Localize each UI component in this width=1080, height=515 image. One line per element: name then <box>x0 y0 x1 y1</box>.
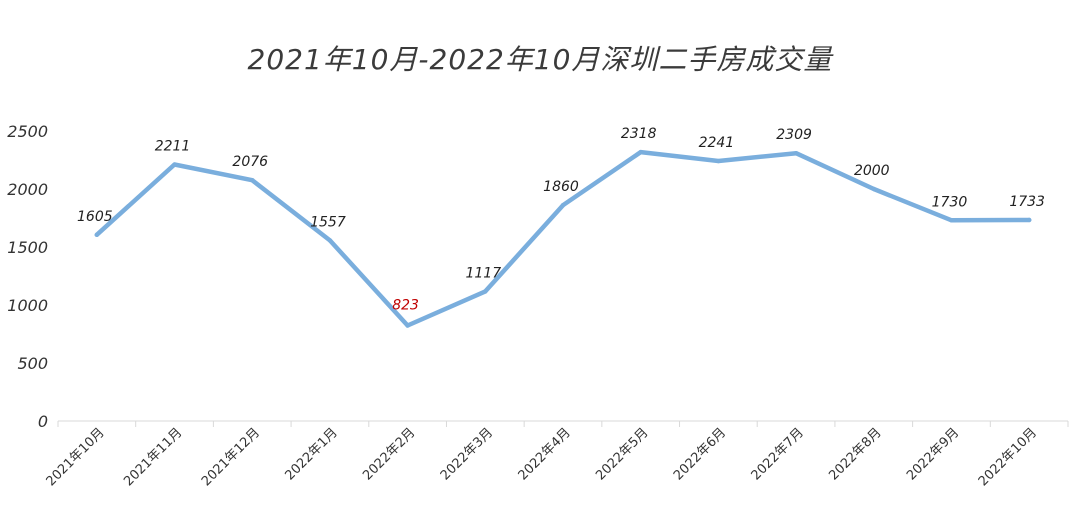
x-tick-label: 2022年8月 <box>826 425 884 483</box>
data-point <box>793 150 799 156</box>
x-tick-label: 2022年3月 <box>438 425 496 483</box>
data-point <box>250 177 255 183</box>
data-label: 2309 <box>776 127 812 143</box>
y-tick-label: 2000 <box>7 180 48 199</box>
data-label: 1117 <box>465 265 501 281</box>
data-label: 1730 <box>932 194 968 210</box>
x-tick-label: 2022年9月 <box>904 425 962 483</box>
data-label: 823 <box>392 298 419 314</box>
y-tick-label: 1500 <box>7 238 48 257</box>
y-tick-label: 500 <box>17 354 48 373</box>
chart-title: 2021年10月-2022年10月深圳二手房成交量 <box>247 43 833 76</box>
data-point <box>871 186 876 192</box>
x-tick-label: 2022年2月 <box>360 425 418 483</box>
x-tick-label: 2021年12月 <box>199 425 263 489</box>
data-point <box>327 238 333 243</box>
x-tick-label: 2022年5月 <box>593 425 651 483</box>
data-point <box>94 232 100 238</box>
x-tick-label: 2022年6月 <box>671 425 729 483</box>
x-tick-label: 2022年10月 <box>976 425 1040 489</box>
y-tick-label: 2500 <box>7 122 48 141</box>
data-point <box>949 218 954 223</box>
data-point <box>405 323 410 328</box>
data-point <box>483 289 488 294</box>
y-tick-label: 0 <box>38 412 48 431</box>
data-point <box>172 162 177 167</box>
data-label: 2211 <box>155 139 191 155</box>
data-label: 1733 <box>1009 194 1045 210</box>
data-label: 2241 <box>699 135 735 151</box>
data-labels: 1605 2211 2076 1557 823 1117 1860 2318 2241 2309 2… <box>77 126 1045 313</box>
data-point <box>1026 217 1032 223</box>
y-axis: 0 500 1000 1500 2000 2500 <box>7 122 48 431</box>
data-point <box>716 158 721 164</box>
data-point <box>638 149 643 155</box>
x-axis: 2021年10月 2021年11月 2021年12月 2022年1月 2022年2月 20… <box>44 420 1069 489</box>
series-line-group <box>94 149 1032 328</box>
x-tick-label: 2022年7月 <box>749 425 807 483</box>
x-tick-label: 2021年10月 <box>44 425 108 489</box>
data-label: 2318 <box>621 126 657 142</box>
data-label: 1605 <box>77 209 113 225</box>
data-label: 2000 <box>854 163 890 179</box>
data-label: 1860 <box>543 179 579 195</box>
data-label: 2076 <box>232 154 268 170</box>
x-tick-label: 2021年11月 <box>121 425 185 489</box>
x-tick-label: 2022年1月 <box>283 425 341 483</box>
x-tick-label: 2022年4月 <box>516 425 574 483</box>
y-tick-label: 1000 <box>7 296 48 315</box>
data-label: 1557 <box>310 214 346 230</box>
data-point <box>560 203 566 208</box>
